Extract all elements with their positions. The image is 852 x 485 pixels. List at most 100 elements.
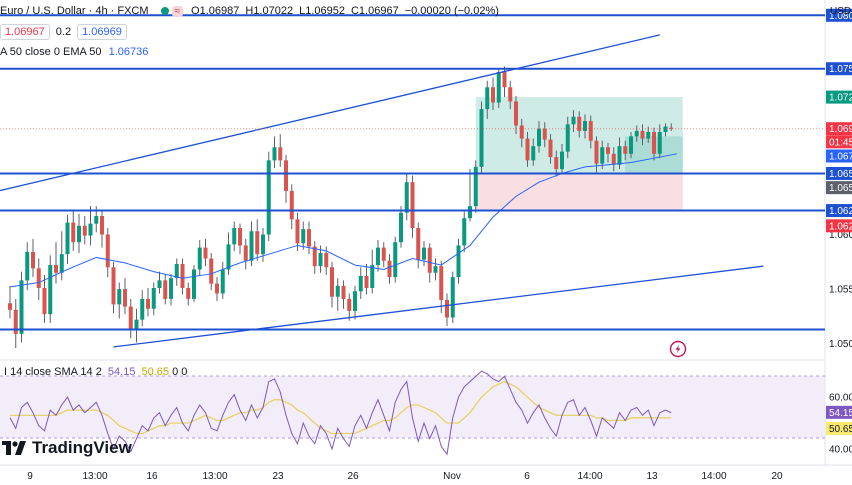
- candle-body: [537, 128, 541, 147]
- candle-body: [519, 125, 524, 139]
- candle-body: [25, 252, 30, 281]
- time-tick-label: 9: [27, 471, 33, 482]
- candle-body: [652, 132, 656, 154]
- time-tick-label: 13:00: [202, 471, 227, 482]
- ask-button[interactable]: 1.06969: [77, 24, 127, 40]
- price-tick-label: 1.0600: [829, 230, 852, 241]
- candle-body: [100, 216, 104, 235]
- candle-body: [180, 264, 185, 288]
- candle-body: [36, 268, 41, 288]
- candle-body: [491, 87, 495, 103]
- wave-icon[interactable]: ≈: [171, 5, 184, 17]
- rsi-legend-sma: 50.65: [141, 366, 170, 378]
- candle-body: [65, 222, 70, 255]
- rsi-band: [0, 376, 825, 438]
- candle-body: [514, 101, 518, 126]
- candle-body: [238, 228, 242, 246]
- price-badge-label: 1.075: [829, 64, 852, 75]
- ohlc-high: H1.07022: [245, 5, 294, 17]
- candle-body: [220, 269, 225, 294]
- price-badge-label: 1.069: [829, 124, 852, 135]
- candle-body: [525, 138, 530, 161]
- price-badge: [826, 204, 852, 218]
- candle-body: [42, 288, 47, 315]
- price-badge-label: 01:45: [829, 137, 852, 148]
- candle-body: [634, 130, 639, 137]
- channel-line-lower: [113, 265, 764, 348]
- channel-line-upper: [0, 34, 660, 192]
- candle-body: [358, 276, 363, 292]
- rsi-tick-label: 60.00: [829, 393, 852, 404]
- candle-body: [600, 147, 605, 164]
- ema-line: [9, 153, 678, 288]
- candle-body: [151, 288, 156, 309]
- candle-body: [485, 87, 490, 110]
- candle-body: [48, 265, 53, 315]
- candle-body: [531, 146, 536, 161]
- lightning-icon[interactable]: [669, 340, 687, 358]
- candle-body: [410, 182, 415, 228]
- candle-body: [583, 121, 587, 131]
- time-tick-label: 16: [146, 471, 158, 482]
- currency-label[interactable]: USD: [830, 6, 852, 17]
- candle-body: [353, 291, 357, 311]
- candle-body: [226, 244, 231, 270]
- rsi-line: [9, 370, 672, 456]
- candle-body: [606, 147, 610, 154]
- candle-body: [266, 160, 271, 235]
- candle-body: [77, 225, 81, 243]
- candle-body: [496, 72, 501, 103]
- candle-body: [174, 264, 179, 279]
- candle-body: [554, 157, 559, 170]
- rsi-value-badge: [826, 405, 852, 419]
- candle-body: [456, 245, 461, 278]
- price-badge: [826, 166, 852, 180]
- candle-body: [433, 266, 438, 273]
- candle-body: [399, 212, 403, 243]
- ema-legend[interactable]: A 50 close 0 EMA 50 1.06736: [0, 46, 148, 58]
- candle-body: [324, 253, 329, 268]
- price-badge: [826, 149, 852, 163]
- candle-body: [192, 269, 196, 299]
- price-badge: [826, 122, 852, 136]
- price-badge-label: 1.067: [829, 152, 852, 163]
- candle-body: [462, 218, 467, 246]
- candle-body: [502, 72, 507, 88]
- candle-body: [623, 146, 628, 154]
- candle-body: [278, 147, 283, 161]
- candle-body: [128, 306, 133, 330]
- price-badge: [826, 62, 852, 76]
- candle-body: [479, 109, 484, 167]
- candle-body: [157, 280, 162, 288]
- candle-body: [123, 289, 127, 307]
- time-tick-label: 23: [272, 471, 284, 482]
- candle-body: [427, 247, 432, 273]
- candle-body: [594, 140, 599, 164]
- candle-body: [468, 206, 472, 219]
- candle-body: [393, 242, 398, 278]
- symbol-title[interactable]: Euro / U.S. Dollar · 4h · FXCM: [0, 5, 149, 17]
- candle-body: [617, 146, 622, 165]
- bid-button[interactable]: 1.06967: [0, 24, 50, 40]
- candle-body: [445, 300, 449, 318]
- candle-body: [347, 298, 352, 311]
- rsi-legend-tail: 0 0: [172, 366, 188, 378]
- tradingview-logo[interactable]: TradingView: [2, 438, 132, 458]
- candle-body: [663, 126, 668, 132]
- candle-body: [19, 280, 24, 334]
- time-tick-label: 20: [771, 471, 783, 482]
- loss-zone: [475, 173, 683, 211]
- price-badge-label: 1.065: [829, 169, 852, 180]
- candle-body: [140, 298, 145, 320]
- candle-body: [542, 128, 547, 140]
- candle-body: [381, 247, 386, 261]
- market-status-icon: [160, 7, 169, 15]
- rsi-value-label: 54.15: [829, 408, 852, 419]
- rsi-legend[interactable]: I 14 close SMA 14 2 54.15 50.65 0 0: [4, 366, 187, 378]
- candle-body: [404, 182, 409, 213]
- candle-body: [94, 216, 99, 224]
- candle-body: [370, 265, 375, 288]
- candle-body: [54, 265, 58, 273]
